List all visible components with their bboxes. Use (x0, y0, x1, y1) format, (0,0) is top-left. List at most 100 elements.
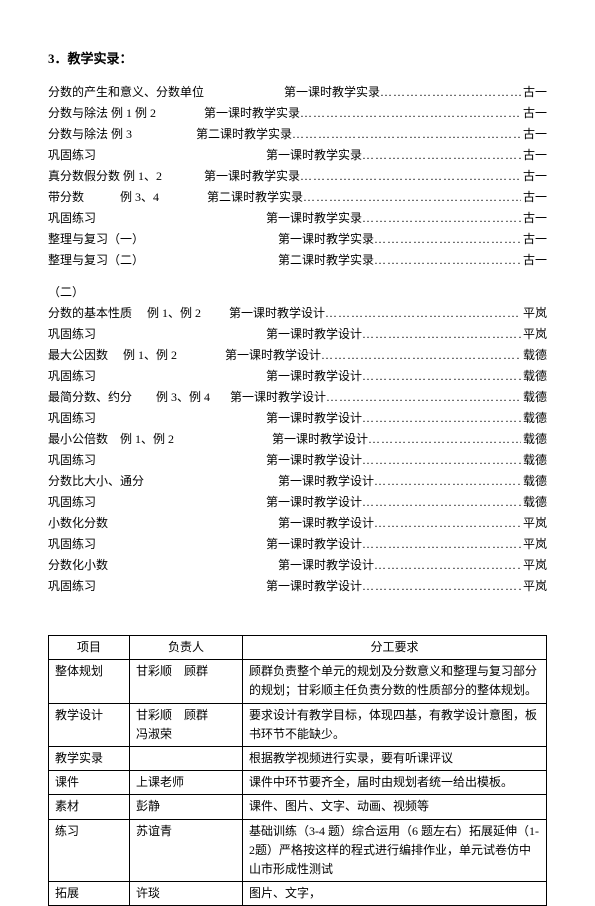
toc-topic: 分数的基本性质 例 1、例 2 (48, 304, 201, 322)
toc-dots (374, 472, 521, 490)
toc-lesson: 第二课时教学实录 (278, 251, 374, 269)
toc-dots (362, 209, 521, 227)
toc-line: 整理与复习（二） 第二课时教学实录 古一 (48, 251, 547, 269)
toc-topic: 巩固练习 (48, 325, 96, 343)
toc-line: 巩固练习第一课时教学设计 平岚 (48, 325, 547, 343)
toc-author: 载德 (521, 388, 547, 406)
toc-lesson: 第一课时教学设计 (278, 472, 374, 490)
toc-lesson: 第一课时教学实录 (204, 104, 300, 122)
toc-line: 小数化分数 第一课时教学设计 平岚 (48, 514, 547, 532)
toc-topic: 巩固练习 (48, 209, 96, 227)
table-cell: 基础训练（3-4 题）综合运用（6 题左右）拓展延伸（1-2题）严格按这样的程式… (243, 819, 547, 882)
toc-topic: 巩固练习 (48, 535, 96, 553)
toc-author: 古一 (521, 104, 547, 122)
table-row: 拓展许琰图片、文字， (49, 882, 547, 906)
toc-lesson: 第一课时教学设计 (278, 514, 374, 532)
toc-dots (374, 230, 521, 248)
toc-author: 平岚 (521, 535, 547, 553)
assignment-table: 项目 负责人 分工要求 整体规划甘彩顺 顾群顾群负责整个单元的规划及分数意义和整… (48, 635, 547, 906)
toc-author: 载德 (521, 472, 547, 490)
toc-dots (374, 251, 521, 269)
toc-lesson: 第一课时教学设计 (266, 409, 362, 427)
toc-lesson: 第一课时教学设计 (266, 535, 362, 553)
toc-dots (326, 388, 521, 406)
toc-dots (303, 188, 521, 206)
toc-section-1: 分数的产生和意义、分数单位第一课时教学实录古一分数与除法 例 1 例 2第一课时… (48, 83, 547, 269)
table-cell: 甘彩顺 顾群 (130, 660, 243, 703)
toc-author: 载德 (521, 367, 547, 385)
toc-topic: 小数化分数 (48, 514, 108, 532)
toc-dots (362, 577, 521, 595)
table-header-project: 项目 (49, 636, 130, 660)
toc-topic: 分数与除法 例 3 (48, 125, 132, 143)
toc-line: 分数的基本性质 例 1、例 2第一课时教学设计平岚 (48, 304, 547, 322)
toc-lesson: 第一课时教学设计 (266, 451, 362, 469)
toc-dots (374, 556, 521, 574)
table-row: 教学实录根据教学视频进行实录，要有听课评议 (49, 746, 547, 770)
table-cell: 许琰 (130, 882, 243, 906)
toc-author: 载德 (521, 430, 547, 448)
toc-dots (292, 125, 521, 143)
table-cell: 课件、图片、文字、动画、视频等 (243, 795, 547, 819)
toc-lesson: 第一课时教学设计 (266, 325, 362, 343)
toc-line: 巩固练习 第一课时教学设计 平岚 (48, 535, 547, 553)
toc-author: 古一 (521, 146, 547, 164)
toc-section-2: 分数的基本性质 例 1、例 2第一课时教学设计平岚巩固练习第一课时教学设计 平岚… (48, 304, 547, 595)
table-header-responsible: 负责人 (130, 636, 243, 660)
toc-topic: 巩固练习 (48, 451, 96, 469)
toc-author: 载德 (521, 493, 547, 511)
toc-lesson: 第一课时教学设计 (230, 388, 326, 406)
toc-line: 分数比大小、通分第一课时教学设计载德 (48, 472, 547, 490)
toc-author: 平岚 (521, 514, 547, 532)
toc-topic: 分数化小数 (48, 556, 108, 574)
toc-topic: 整理与复习（二） (48, 251, 144, 269)
toc-line: 整理与复习（一）第一课时教学实录古一 (48, 230, 547, 248)
toc-author: 载德 (521, 451, 547, 469)
table-cell: 根据教学视频进行实录，要有听课评议 (243, 746, 547, 770)
toc-topic: 最大公因数 例 1、例 2 (48, 346, 177, 364)
sub-heading: （二） (48, 283, 547, 300)
toc-dots (300, 167, 521, 185)
toc-topic: 巩固练习 (48, 493, 96, 511)
toc-line: 巩固练习第一课时教学实录古一 (48, 209, 547, 227)
toc-line: 分数的产生和意义、分数单位第一课时教学实录古一 (48, 83, 547, 101)
toc-topic: 巩固练习 (48, 367, 96, 385)
toc-line: 分数化小数 第一课时教学设计 平岚 (48, 556, 547, 574)
toc-lesson: 第一课时教学实录 (284, 83, 380, 101)
table-row: 素材彭静课件、图片、文字、动画、视频等 (49, 795, 547, 819)
toc-topic: 真分数假分数 例 1、2 (48, 167, 162, 185)
toc-lesson: 第一课时教学实录 (266, 146, 362, 164)
toc-line: 最小公倍数 例 1、例 2 第一课时教学设计 载德 (48, 430, 547, 448)
toc-line: 巩固练习第一课时教学设计载德 (48, 493, 547, 511)
toc-topic: 分数的产生和意义、分数单位 (48, 83, 204, 101)
toc-dots (300, 104, 521, 122)
table-body: 整体规划甘彩顺 顾群顾群负责整个单元的规划及分数意义和整理与复习部分的规划；甘彩… (49, 660, 547, 906)
toc-dots (362, 535, 521, 553)
toc-author: 古一 (521, 251, 547, 269)
toc-author: 平岚 (521, 577, 547, 595)
toc-line: 最简分数、约分 例 3、例 4 第一课时教学设计 载德 (48, 388, 547, 406)
table-row: 课件上课老师课件中环节要齐全，届时由规划者统一给出模板。 (49, 771, 547, 795)
toc-line: 巩固练习第一课时教学设计载德 (48, 367, 547, 385)
toc-dots (362, 325, 521, 343)
toc-topic: 巩固练习 (48, 146, 96, 164)
table-cell: 甘彩顺 顾群冯淑荣 (130, 703, 243, 746)
toc-topic: 最简分数、约分 例 3、例 4 (48, 388, 210, 406)
toc-author: 平岚 (521, 556, 547, 574)
toc-lesson: 第一课时教学设计 (278, 556, 374, 574)
table-cell: 课件 (49, 771, 130, 795)
table-cell: 要求设计有教学目标，体现四基，有教学设计意图，板书环节不能缺少。 (243, 703, 547, 746)
toc-lesson: 第二课时教学实录 (196, 125, 292, 143)
toc-dots (362, 451, 521, 469)
table-cell (130, 746, 243, 770)
toc-topic: 最小公倍数 例 1、例 2 (48, 430, 174, 448)
toc-lesson: 第一课时教学设计 (272, 430, 368, 448)
toc-lesson: 第一课时教学实录 (278, 230, 374, 248)
table-cell: 彭静 (130, 795, 243, 819)
table-cell: 素材 (49, 795, 130, 819)
toc-line: 最大公因数 例 1、例 2第一课时教学设计载德 (48, 346, 547, 364)
toc-author: 古一 (521, 230, 547, 248)
toc-dots (362, 409, 521, 427)
toc-line: 巩固练习第一课时教学设计载德 (48, 409, 547, 427)
toc-lesson: 第一课时教学设计 (225, 346, 321, 364)
